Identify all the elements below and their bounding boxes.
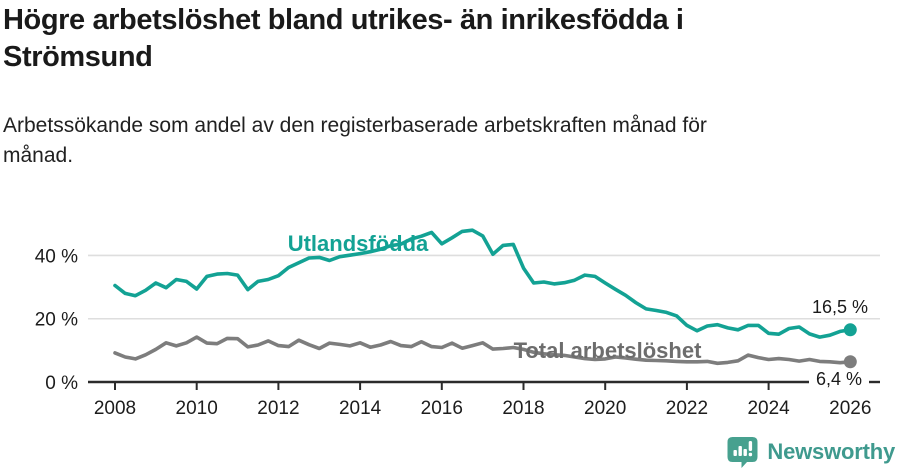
- series-line-0: [113, 228, 853, 339]
- end-value-label-total: 6,4 %: [810, 369, 868, 390]
- x-tick-label: 2022: [666, 398, 708, 419]
- chart-subtitle: Arbetssökande som andel av den registerb…: [3, 114, 707, 168]
- newsworthy-wordmark: Newsworthy: [767, 439, 895, 464]
- y-tick-label: 40 %: [35, 246, 78, 267]
- series-end-dot-1: [843, 355, 857, 369]
- x-tick-label: 2020: [584, 398, 626, 419]
- y-tick-label: 20 %: [35, 310, 78, 331]
- y-tick-label: 0 %: [45, 373, 78, 394]
- series-end-dot-0: [843, 323, 857, 337]
- x-tick-label: 2024: [747, 398, 790, 419]
- x-tick-label: 2014: [339, 398, 382, 419]
- bar-chart-speech-bubble-icon: [727, 437, 758, 468]
- x-tick-label: 2010: [176, 398, 218, 419]
- x-tick-label: 2016: [421, 398, 463, 419]
- x-tick-label: 2026: [829, 398, 871, 419]
- series-label-utlandsfodda: Utlandsfödda: [287, 231, 429, 256]
- page-title: Högre arbetslöshet bland utrikes- än inr…: [3, 4, 684, 74]
- x-tick-label: 2008: [94, 398, 136, 419]
- series-line-1: [113, 335, 853, 366]
- x-tick-label: 2012: [257, 398, 299, 419]
- x-tick-label: 2018: [502, 398, 544, 419]
- line-chart: 2008 2010 2012 2014 2016 2018 2020 2022 2024 2026…: [35, 228, 880, 419]
- newsworthy-logo[interactable]: Newsworthy: [726, 436, 895, 468]
- series-label-total-arbetsloshet: Total arbetslöshet: [513, 338, 702, 363]
- end-value-label-utlandsfodda: 16,5 %: [811, 297, 868, 317]
